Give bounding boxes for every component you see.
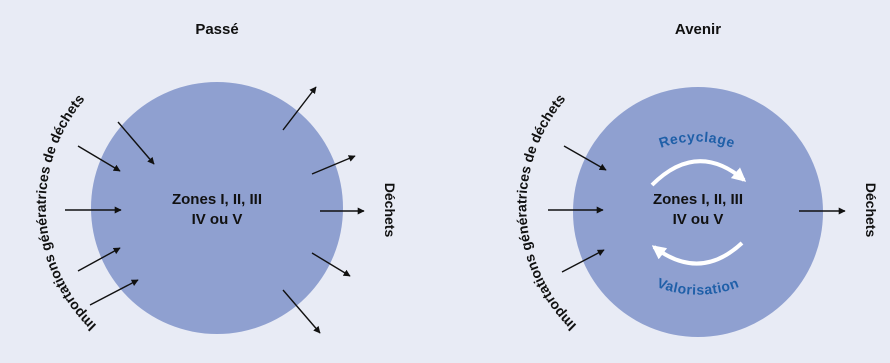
future-import-arrows xyxy=(548,145,607,273)
past-waste-label: Déchets xyxy=(382,183,398,238)
valorisation-cycle-arrow xyxy=(651,241,744,266)
past-zone-line1: Zones I, II, III xyxy=(172,191,262,208)
past-import-arrow xyxy=(77,145,121,172)
past-import-arrow xyxy=(77,247,121,272)
past-import-arrow xyxy=(117,121,155,165)
valorisation-label-path: Valorisation xyxy=(655,274,740,297)
past-title: Passé xyxy=(195,21,238,38)
future-panel: Avenir Recyclage Valorisation Zones I, I… xyxy=(513,21,879,337)
future-title: Avenir xyxy=(675,21,721,38)
future-zone-circle xyxy=(573,87,823,337)
future-imports-label-path: Importations génératrices de déchets xyxy=(513,91,579,335)
past-waste-arrow xyxy=(311,155,356,175)
past-zone-circle xyxy=(91,82,343,334)
recycle-cycle-arrow xyxy=(650,159,747,187)
past-waste-arrow xyxy=(282,86,317,131)
future-import-arrow xyxy=(563,145,607,171)
past-panel: Passé Zones I, II, III IV ou V Importati… xyxy=(33,21,398,335)
valorisation-label: Valorisation xyxy=(655,274,741,297)
past-waste-arrow xyxy=(311,252,351,277)
future-zone-line1: Zones I, II, III xyxy=(653,191,743,208)
future-zone-line2: IV ou V xyxy=(673,211,724,228)
past-import-arrow xyxy=(89,279,139,306)
past-waste-arrow xyxy=(282,289,321,334)
recycle-label-path: Recyclage xyxy=(657,129,737,151)
past-imports-label: Importations génératrices de déchets xyxy=(33,91,99,335)
future-import-arrow xyxy=(561,249,605,273)
recycle-label: Recyclage xyxy=(657,129,738,151)
future-waste-label: Déchets xyxy=(863,183,879,238)
past-waste-arrows xyxy=(282,86,365,334)
future-imports-label: Importations génératrices de déchets xyxy=(513,91,579,335)
past-import-arrows xyxy=(65,121,155,306)
past-imports-label-path: Importations génératrices de déchets xyxy=(33,91,99,335)
past-zone-line2: IV ou V xyxy=(192,211,243,228)
